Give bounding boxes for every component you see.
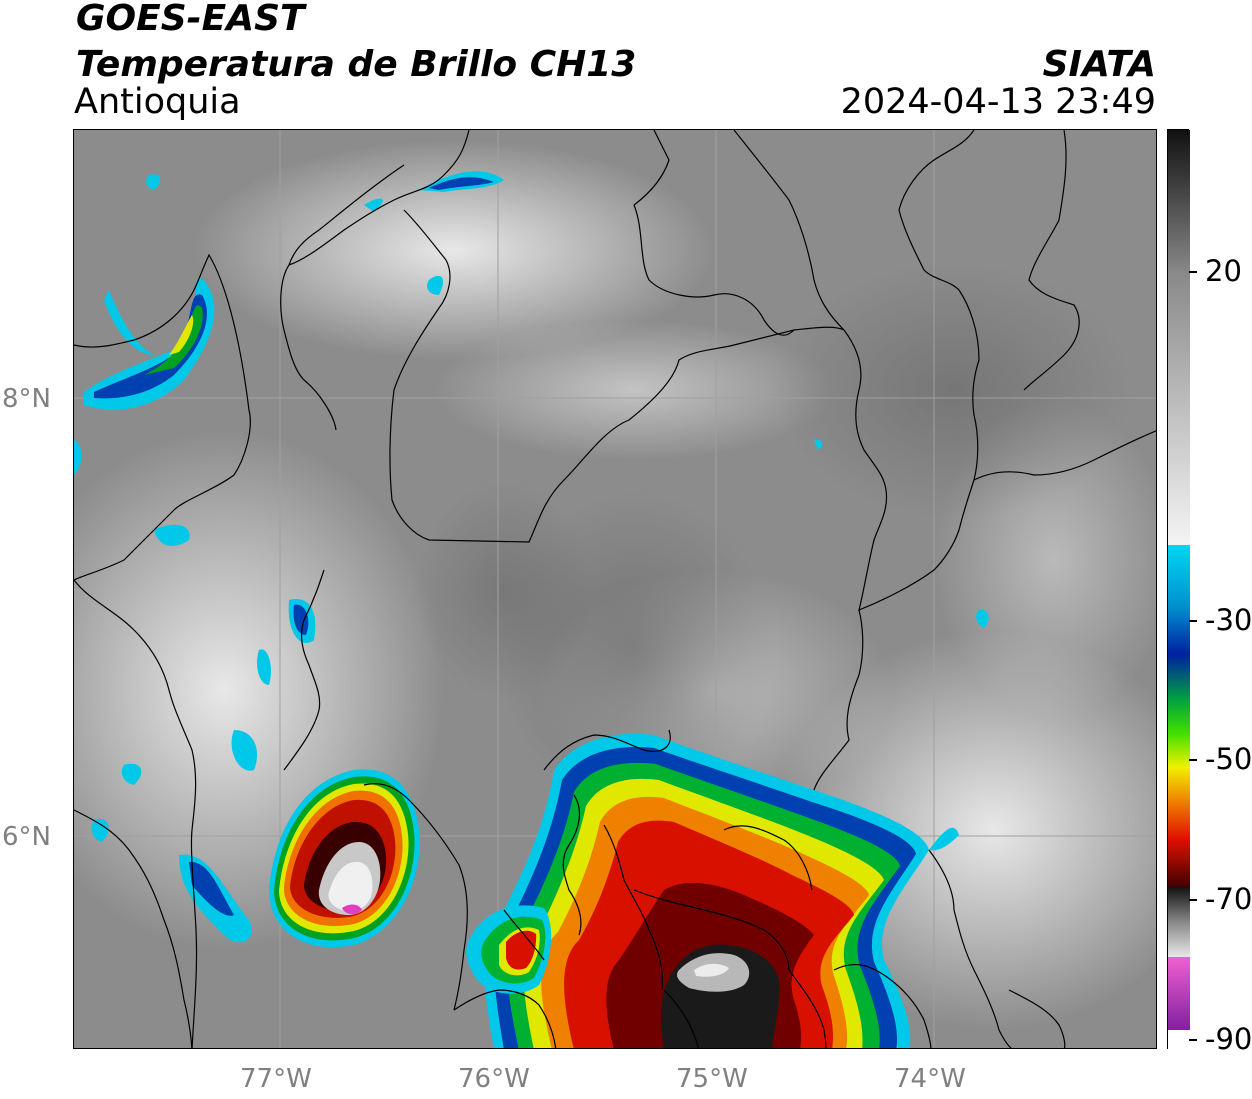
map-panel (73, 129, 1157, 1049)
storm-cell-west (269, 769, 420, 948)
colorbar-tick (1189, 620, 1197, 622)
datetime-label: 2024-04-13 23:49 (840, 82, 1156, 122)
product-title: Temperatura de Brillo CH13 (76, 44, 637, 85)
colorbar-label-m70: -70 (1205, 882, 1252, 916)
colorbar-tick (1189, 759, 1197, 761)
region-label: Antioquia (74, 82, 241, 122)
light-cloud-north (194, 140, 714, 360)
lat-label-8n: 8°N (2, 384, 51, 414)
lon-label-76w: 76°W (458, 1064, 530, 1094)
colorbar-tick (1189, 1039, 1197, 1041)
colorbar-scale (1168, 130, 1190, 1050)
colorbar-label-m90: -90 (1205, 1022, 1252, 1056)
colorbar (1167, 129, 1190, 1050)
colorbar-tick (1189, 271, 1197, 273)
lon-label-75w: 75°W (676, 1064, 748, 1094)
colorbar-tick (1189, 899, 1197, 901)
colorbar-label-m30: -30 (1205, 603, 1252, 637)
storm-system-south (466, 733, 959, 1048)
satellite-title: GOES-EAST (76, 0, 305, 39)
lon-label-74w: 74°W (894, 1064, 966, 1094)
satellite-map (74, 130, 1156, 1048)
colorbar-label-m50: -50 (1205, 742, 1252, 776)
colorbar-label-20: 20 (1205, 254, 1242, 288)
lon-label-77w: 77°W (240, 1064, 312, 1094)
political-boundaries (74, 130, 1156, 1048)
lat-label-6n: 6°N (2, 822, 51, 852)
storm-northwest (84, 174, 215, 410)
agency-label: SIATA (1042, 44, 1156, 85)
